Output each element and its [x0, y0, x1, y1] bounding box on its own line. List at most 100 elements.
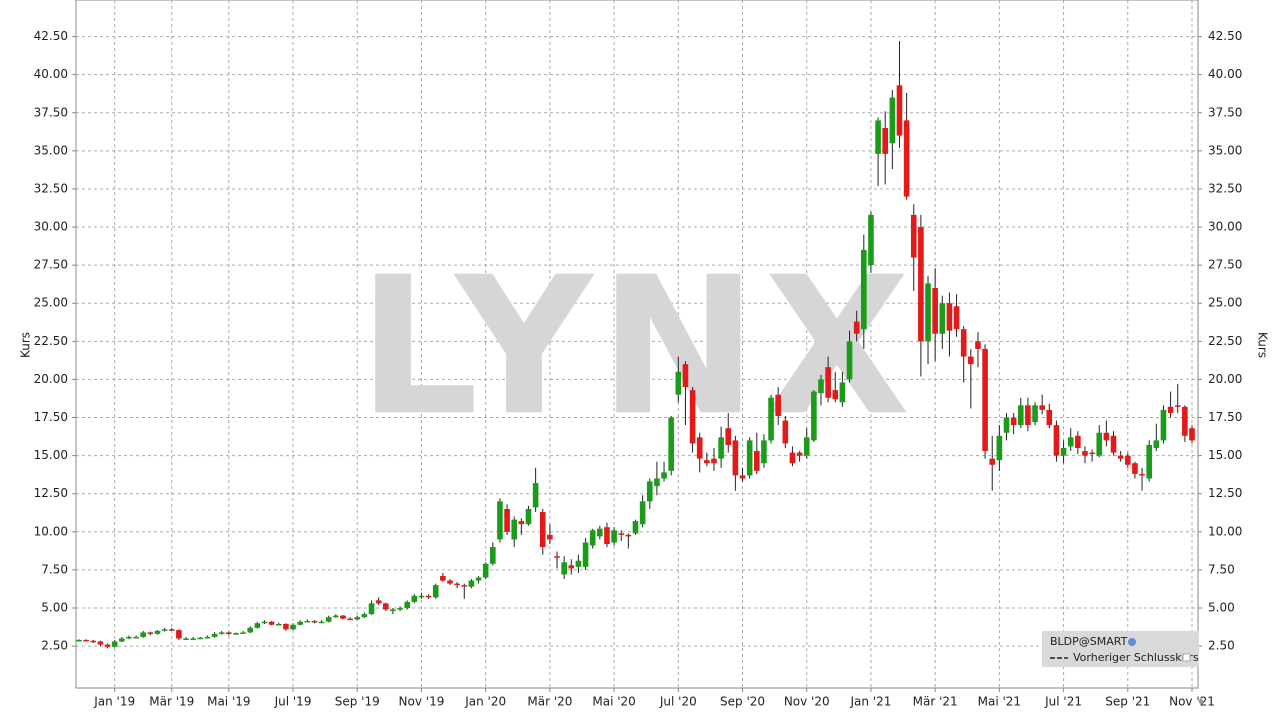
candle-body: [561, 562, 567, 575]
candle-body: [154, 630, 161, 634]
scroll-arrow[interactable]: ♦: [1197, 697, 1206, 708]
candle-body: [811, 391, 817, 441]
candle-body: [861, 249, 867, 330]
candle-body: [1032, 405, 1038, 423]
y2-tick-label: 40.00: [1208, 67, 1242, 81]
candle-body: [404, 601, 410, 608]
candle-body: [233, 633, 239, 635]
candle-body: [818, 379, 824, 394]
candle-body: [682, 364, 689, 388]
x-tick-label: Jan '21: [849, 695, 891, 709]
candle-body: [753, 451, 760, 471]
candle-body: [83, 640, 89, 642]
candle-body: [696, 437, 703, 459]
candle-body: [903, 120, 910, 197]
candle-body: [454, 583, 460, 586]
candle-body: [946, 303, 953, 331]
y2-axis-title: Kurs: [1256, 332, 1270, 358]
candle-body: [333, 615, 339, 618]
plot-frame: [75, 0, 1199, 689]
candle-body: [582, 542, 589, 567]
candle-body: [283, 624, 289, 630]
y-tick-label: 25.00: [34, 296, 68, 310]
candle-body: [397, 608, 403, 610]
candle-body: [782, 420, 789, 444]
y2-tick-label: 7.50: [1208, 562, 1235, 576]
candle-body: [133, 636, 139, 639]
candle-body: [76, 640, 82, 642]
candle-body: [625, 534, 632, 537]
x-tick-label: Jul '20: [659, 695, 697, 709]
candle-body: [311, 620, 318, 623]
candle-body: [746, 440, 753, 476]
candle-body: [932, 288, 938, 334]
candle-body: [739, 475, 746, 479]
candle-body: [868, 214, 874, 266]
candle-body: [1160, 409, 1167, 441]
candle-body: [1060, 448, 1067, 456]
y2-tick-label: 17.50: [1208, 410, 1242, 424]
candle-body: [425, 595, 432, 598]
candle-body: [925, 283, 931, 342]
x-tick-label: Sep '21: [1105, 695, 1150, 709]
x-tick-label: Sep '20: [720, 695, 765, 709]
candle-body: [704, 460, 710, 464]
candle-body: [418, 595, 425, 598]
x-tick-label: Sep '19: [335, 695, 380, 709]
y-tick-label: 2.50: [41, 639, 68, 653]
y2-tick-label: 30.00: [1208, 220, 1242, 234]
candle-body: [953, 306, 960, 330]
candle-body: [468, 580, 475, 587]
candle-body: [1089, 452, 1095, 455]
candle-body: [1039, 405, 1045, 410]
candle-body: [1075, 435, 1081, 448]
y2-tick-label: 2.50: [1208, 639, 1235, 653]
candle-body: [539, 512, 546, 548]
legend-checkbox[interactable]: [1182, 653, 1191, 662]
x-tick-label: Mär '21: [913, 695, 958, 709]
y-tick-label: 5.00: [41, 601, 68, 615]
candle-body: [611, 530, 617, 543]
x-tick-label: Nov '20: [784, 695, 830, 709]
legend-box: [1042, 631, 1199, 667]
y-tick-label: 42.50: [34, 29, 68, 43]
candle-body: [996, 435, 1003, 461]
candle-body: [97, 641, 104, 645]
candle-body: [1096, 432, 1103, 456]
candle-body: [825, 367, 831, 398]
candle-body: [1003, 417, 1010, 433]
candle-body: [532, 483, 539, 508]
candle-body: [90, 640, 97, 643]
candle-body: [654, 478, 660, 487]
y-tick-label: 22.50: [34, 334, 68, 348]
y-tick-label: 32.50: [34, 181, 68, 195]
x-tick-label: Nov '21: [1169, 695, 1215, 709]
candle-body: [211, 633, 218, 637]
candle-body: [190, 638, 196, 640]
candle-body: [1124, 455, 1131, 465]
candle-body: [846, 341, 853, 380]
candle-body: [646, 481, 653, 502]
candle-body: [939, 303, 946, 334]
y2-tick-label: 10.00: [1208, 524, 1242, 538]
candle-body: [168, 629, 175, 631]
candle-body: [1182, 406, 1188, 436]
candle-body: [1053, 425, 1060, 456]
y2-tick-label: 20.00: [1208, 372, 1242, 386]
candle-body: [119, 638, 125, 642]
candle-body: [761, 440, 767, 464]
candle-body: [447, 580, 453, 584]
candle-body: [689, 390, 696, 444]
candle-body: [204, 636, 211, 639]
candle-body: [197, 637, 204, 640]
candle-body: [226, 632, 232, 634]
candle-body: [325, 617, 332, 622]
candle-body: [725, 428, 732, 445]
y-tick-label: 15.00: [34, 448, 68, 462]
candle-body: [1153, 440, 1160, 448]
candle-body: [111, 641, 118, 647]
legend: BLDP@SMART Vorheriger Schlusskurs: [1042, 631, 1199, 667]
candle-body: [304, 620, 311, 623]
y-axis-title: Kurs: [19, 332, 33, 358]
